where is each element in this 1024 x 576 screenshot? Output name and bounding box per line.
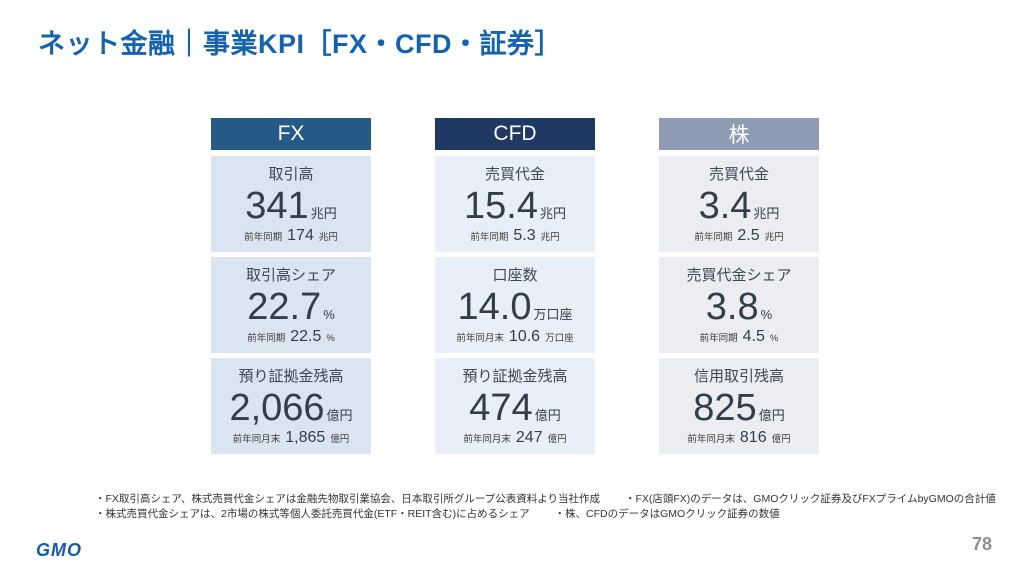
- kpi-label: 預り証拠金残高: [462, 368, 568, 385]
- kpi-previous-unit: %: [326, 333, 335, 344]
- kpi-value-row: 14.0 万口座: [458, 288, 573, 326]
- kpi-unit: 億円: [326, 408, 353, 423]
- kpi-unit: 億円: [758, 408, 785, 423]
- kpi-previous-row: 前年同月末 816 億円: [687, 430, 790, 446]
- kpi-value: 22.7: [247, 286, 322, 328]
- kpi-previous-label: 前年同期: [247, 333, 286, 344]
- kpi-previous-label: 前年同月末: [463, 434, 511, 445]
- kpi-previous-row: 前年同期 5.3 兆円: [470, 228, 559, 244]
- page-title: ネット金融｜事業KPI［FX・CFD・証券］: [38, 29, 562, 59]
- kpi-previous-row: 前年同月末 1,865 億円: [233, 430, 350, 446]
- kpi-tile-stock-trading-share: 売買代金シェア 3.8 % 前年同期 4.5 %: [659, 257, 819, 353]
- kpi-unit: 兆円: [310, 206, 337, 221]
- kpi-tile-stock-trading-value: 売買代金 3.4 兆円 前年同期 2.5 兆円: [659, 156, 819, 252]
- footnote-text: ・FX取引高シェア、株式売買代金シェアは金融先物取引業協会、日本取引所グループ公…: [95, 493, 601, 505]
- kpi-value: 3.4: [698, 185, 752, 227]
- kpi-previous-row: 前年同期 22.5 %: [247, 329, 335, 345]
- kpi-previous-row: 前年同月末 10.6 万口座: [456, 329, 573, 345]
- kpi-previous-unit: 兆円: [540, 232, 560, 243]
- kpi-previous-row: 前年同月末 247 億円: [463, 430, 566, 446]
- kpi-previous-value: 5.3: [513, 227, 536, 244]
- kpi-unit: 兆円: [753, 206, 780, 221]
- column-header-cfd: CFD: [435, 118, 595, 150]
- kpi-unit: 万口座: [533, 307, 573, 322]
- kpi-tile-fx-share: 取引高シェア 22.7 % 前年同期 22.5 %: [211, 257, 371, 353]
- kpi-value-row: 3.8 %: [706, 288, 772, 326]
- kpi-previous-value: 4.5: [742, 328, 765, 345]
- gmo-logo: GMO: [36, 540, 82, 560]
- kpi-label: 取引高: [268, 166, 314, 183]
- kpi-label: 売買代金シェア: [686, 267, 792, 284]
- kpi-value-row: 22.7 %: [247, 288, 335, 326]
- kpi-value: 15.4: [464, 185, 538, 227]
- kpi-previous-value: 247: [515, 429, 543, 446]
- kpi-previous-label: 前年同期: [470, 232, 509, 243]
- kpi-column-cfd: CFD 売買代金 15.4 兆円 前年同期 5.3 兆円 口座数 14.0 万口…: [435, 118, 595, 454]
- kpi-previous-unit: 億円: [330, 434, 350, 445]
- kpi-value-row: 825 億円: [693, 389, 784, 427]
- kpi-unit: 億円: [534, 408, 561, 423]
- footnote-line-2: ・株式売買代金シェアは、2市場の株式等個人委託売買代金(ETF・REIT含む)に…: [95, 507, 996, 522]
- kpi-label: 口座数: [492, 267, 538, 284]
- kpi-value: 341: [245, 185, 309, 227]
- kpi-label: 取引高シェア: [245, 267, 336, 284]
- footnote-text: ・FX(店頭FX)のデータは、GMOクリック証券及びFXプライムbyGMOの合計…: [624, 493, 996, 505]
- kpi-tile-cfd-accounts: 口座数 14.0 万口座 前年同月末 10.6 万口座: [435, 257, 595, 353]
- kpi-previous-unit: 億円: [547, 434, 567, 445]
- kpi-column-stock: 株 売買代金 3.4 兆円 前年同期 2.5 兆円 売買代金シェア 3.8 %: [659, 118, 819, 454]
- kpi-previous-unit: 兆円: [764, 232, 784, 243]
- footnote-text: ・株、CFDのデータはGMOクリック証券の数値: [554, 508, 780, 521]
- kpi-previous-value: 816: [739, 429, 767, 446]
- kpi-previous-value: 1,865: [285, 429, 326, 446]
- kpi-label: 売買代金: [484, 166, 545, 183]
- column-header-fx: FX: [211, 118, 371, 150]
- kpi-value: 2,066: [229, 387, 325, 429]
- kpi-previous-value: 2.5: [737, 227, 760, 244]
- kpi-previous-value: 10.6: [508, 328, 541, 345]
- footnotes: ・FX取引高シェア、株式売買代金シェアは金融先物取引業協会、日本取引所グループ公…: [95, 492, 996, 522]
- kpi-value: 474: [469, 387, 533, 429]
- kpi-value: 14.0: [457, 286, 532, 328]
- kpi-tile-fx-margin-deposits: 預り証拠金残高 2,066 億円 前年同月末 1,865 億円: [211, 358, 371, 454]
- kpi-tile-cfd-trading-value: 売買代金 15.4 兆円 前年同期 5.3 兆円: [435, 156, 595, 252]
- kpi-previous-value: 22.5: [290, 328, 322, 345]
- page-number: 78: [971, 534, 992, 554]
- kpi-grid: FX 取引高 341 兆円 前年同期 174 兆円 取引高シェア 22.7 %: [211, 118, 819, 454]
- footnote-text: ・株式売買代金シェアは、2市場の株式等個人委託売買代金(ETF・REIT含む)に…: [95, 508, 530, 521]
- footnote-line-1: ・FX取引高シェア、株式売買代金シェアは金融先物取引業協会、日本取引所グループ公…: [95, 492, 996, 507]
- kpi-previous-row: 前年同期 174 兆円: [244, 228, 338, 244]
- kpi-unit: %: [323, 307, 335, 322]
- kpi-label: 売買代金: [708, 166, 769, 183]
- kpi-previous-unit: %: [769, 333, 779, 344]
- kpi-previous-label: 前年同期: [699, 333, 738, 344]
- kpi-previous-unit: 万口座: [545, 333, 574, 344]
- kpi-tile-fx-trading-volume: 取引高 341 兆円 前年同期 174 兆円: [211, 156, 371, 252]
- kpi-unit: %: [760, 307, 773, 322]
- kpi-previous-label: 前年同月末: [687, 434, 735, 445]
- kpi-previous-label: 前年同月末: [232, 434, 281, 445]
- kpi-tile-stock-margin-balance: 信用取引残高 825 億円 前年同月末 816 億円: [659, 358, 819, 454]
- kpi-previous-row: 前年同期 4.5 %: [700, 329, 779, 345]
- kpi-previous-label: 前年同月末: [456, 333, 504, 344]
- kpi-tile-cfd-margin-deposits: 預り証拠金残高 474 億円 前年同月末 247 億円: [435, 358, 595, 454]
- kpi-label: 預り証拠金残高: [238, 368, 344, 385]
- kpi-value-row: 2,066 億円: [229, 389, 352, 427]
- kpi-value-row: 15.4 兆円: [464, 187, 566, 225]
- kpi-column-fx: FX 取引高 341 兆円 前年同期 174 兆円 取引高シェア 22.7 %: [211, 118, 371, 454]
- kpi-label: 信用取引残高: [693, 368, 784, 385]
- kpi-previous-value: 174: [287, 227, 314, 244]
- kpi-value: 825: [693, 387, 757, 429]
- kpi-unit: 兆円: [539, 206, 566, 221]
- kpi-previous-label: 前年同期: [244, 232, 283, 243]
- column-header-stock: 株: [659, 118, 819, 150]
- kpi-previous-unit: 兆円: [318, 232, 338, 243]
- kpi-value-row: 3.4 兆円: [699, 187, 780, 225]
- kpi-value: 3.8: [705, 286, 759, 328]
- kpi-value-row: 341 兆円: [245, 187, 336, 225]
- kpi-value-row: 474 億円: [469, 389, 560, 427]
- kpi-previous-unit: 億円: [771, 434, 791, 445]
- kpi-previous-label: 前年同期: [694, 232, 733, 243]
- kpi-previous-row: 前年同期 2.5 兆円: [694, 228, 783, 244]
